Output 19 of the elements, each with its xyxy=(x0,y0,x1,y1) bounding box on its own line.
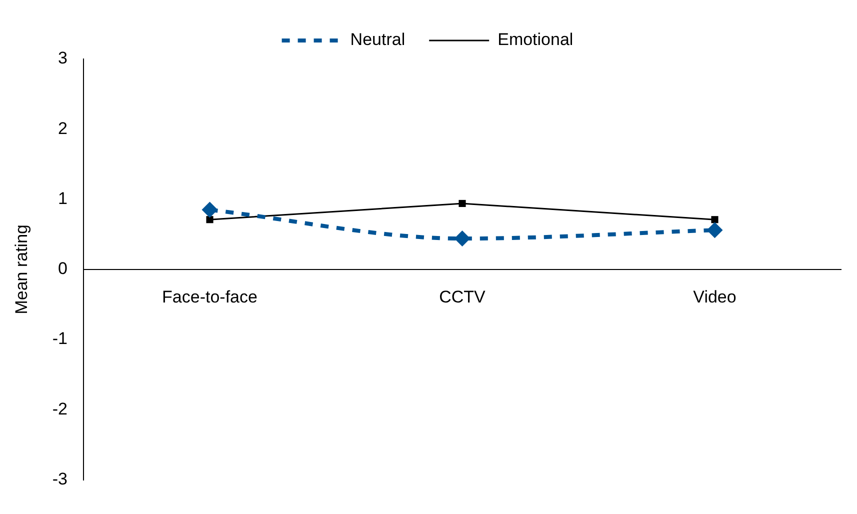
x-tick-label: CCTV xyxy=(439,287,486,306)
y-tick-label: -3 xyxy=(52,469,68,488)
y-tick-label: 3 xyxy=(58,48,68,68)
point xyxy=(458,200,466,208)
y-tick-label: 2 xyxy=(58,118,68,138)
y-tick-label: 0 xyxy=(58,259,68,278)
legend-label: Neutral xyxy=(350,30,406,50)
point xyxy=(706,222,723,238)
point xyxy=(454,230,470,247)
x-tick-label: Face-to-face xyxy=(162,287,258,306)
y-tick-label: -1 xyxy=(52,329,68,348)
legend-label: Emotional xyxy=(498,30,574,50)
y-axis-title: Mean rating xyxy=(12,224,31,314)
y-tick-label: -2 xyxy=(52,399,68,418)
x-tick-label: Video xyxy=(693,287,736,306)
point xyxy=(206,216,214,224)
point xyxy=(202,202,218,218)
y-tick-label: 1 xyxy=(58,188,68,208)
point xyxy=(711,216,718,224)
